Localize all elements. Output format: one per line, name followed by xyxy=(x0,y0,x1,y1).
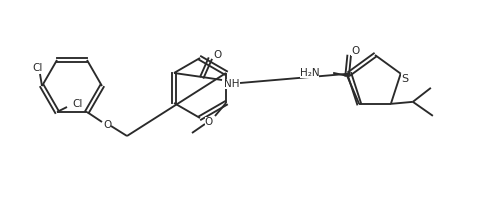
Text: O: O xyxy=(213,50,221,60)
Text: H₂N: H₂N xyxy=(300,68,319,78)
Text: O: O xyxy=(205,117,213,127)
Text: Cl: Cl xyxy=(33,63,43,73)
Text: NH: NH xyxy=(224,79,240,89)
Text: O: O xyxy=(103,120,111,130)
Text: S: S xyxy=(401,74,408,84)
Text: Cl: Cl xyxy=(73,99,83,109)
Text: O: O xyxy=(351,46,359,56)
